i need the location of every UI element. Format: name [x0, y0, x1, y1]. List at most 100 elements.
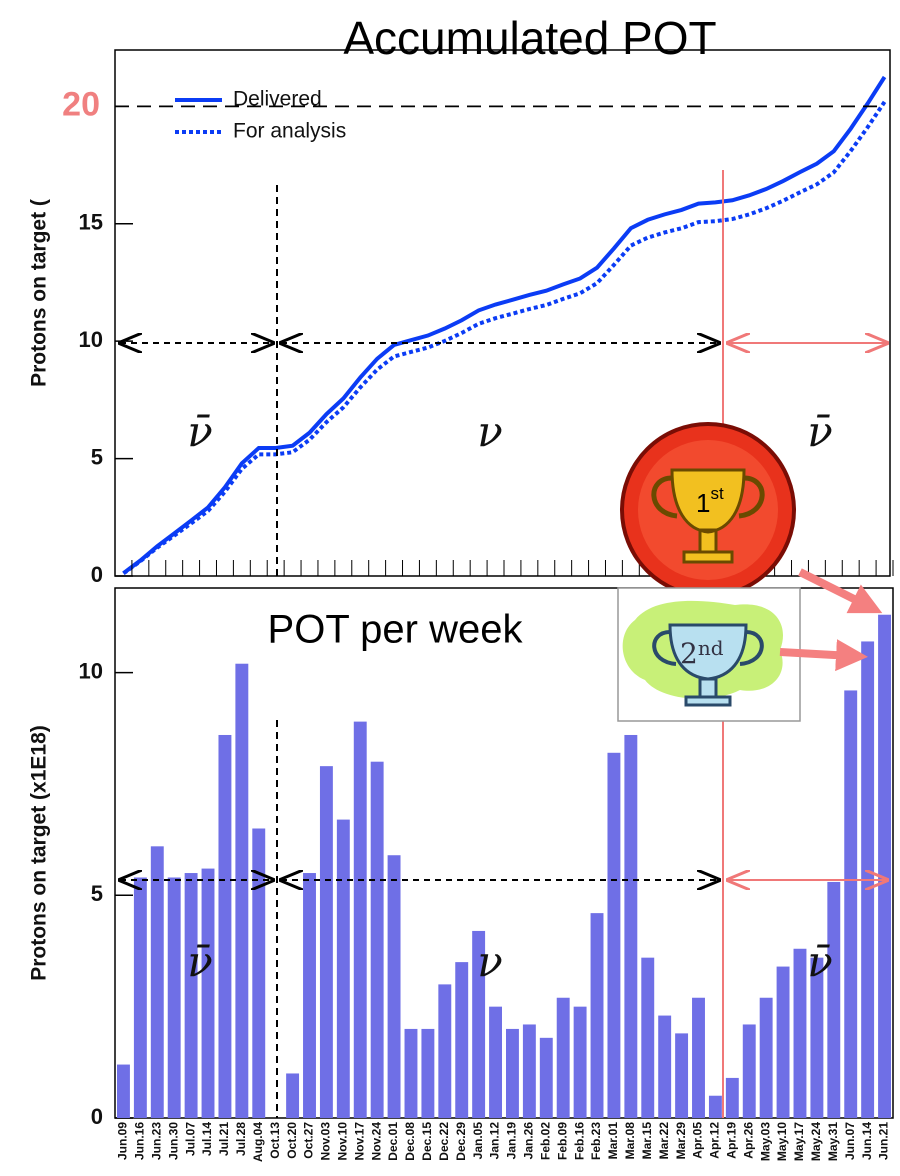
x-tick-label: May.17	[792, 1122, 806, 1161]
bar	[810, 957, 824, 1118]
bar	[353, 721, 367, 1118]
bar	[776, 966, 790, 1118]
x-tick-label: Dec.22	[437, 1122, 451, 1161]
y-tick-label: 5	[91, 444, 103, 469]
award-label: 1st	[696, 484, 724, 517]
y-tick-label: 10	[79, 327, 103, 352]
bar	[286, 1073, 300, 1118]
x-tick-label: Aug.04	[251, 1122, 265, 1162]
y-axis-label: Protons on target (	[28, 199, 51, 387]
x-tick-label: Feb.09	[555, 1122, 569, 1160]
award-number: 2	[680, 637, 698, 670]
y-tick-label: 0	[91, 562, 103, 587]
bar	[827, 881, 841, 1118]
bar	[573, 1006, 587, 1118]
trophy-handle	[652, 630, 764, 666]
bar	[133, 877, 147, 1118]
bar	[235, 663, 249, 1118]
x-tick-label: Nov.10	[335, 1122, 349, 1161]
bar	[201, 868, 215, 1118]
x-tick-label: Dec.29	[454, 1122, 468, 1161]
series-line	[122, 75, 887, 575]
legend-label: For analysis	[233, 120, 346, 143]
x-tick-label: Apr.19	[724, 1122, 738, 1159]
y-tick-label: 15	[79, 210, 103, 235]
bar	[793, 948, 807, 1118]
nu-label: ν̄	[187, 407, 213, 456]
chart-title: Accumulated POT	[343, 12, 716, 64]
trophy	[670, 468, 746, 564]
x-tick-label: Dec.15	[420, 1122, 434, 1161]
award-label: 2nd	[680, 636, 724, 670]
x-tick-label: Jul.14	[200, 1122, 214, 1156]
x-tick-label: Mar.22	[657, 1122, 671, 1160]
bar	[607, 752, 621, 1118]
x-tick-label: Jul.21	[217, 1122, 231, 1156]
x-tick-label: Jun.14	[860, 1122, 874, 1160]
bar	[844, 690, 858, 1118]
x-tick-label: Jan.26	[522, 1122, 536, 1160]
bar	[556, 997, 570, 1118]
bar	[421, 1028, 435, 1118]
bar	[319, 766, 333, 1118]
top-panel: 0 5 10 15 Protons on target (Delivered For an…	[28, 49, 894, 587]
bar	[336, 819, 350, 1118]
chart-title: POT per week	[268, 608, 524, 652]
x-tick-label: Oct.27	[302, 1122, 316, 1159]
plot-frame	[114, 49, 891, 577]
nu-label: ν̄	[187, 937, 213, 986]
bar	[522, 1024, 536, 1118]
nu-label: ν̄	[807, 937, 833, 986]
x-tick-label: May.03	[758, 1122, 772, 1161]
bar	[455, 962, 469, 1118]
x-tick-label: Jan.05	[471, 1122, 485, 1160]
y-tick-label: 10	[79, 658, 103, 683]
bar	[438, 984, 452, 1118]
x-tick-label: May.24	[809, 1122, 823, 1161]
x-tick-label: Apr.26	[741, 1122, 755, 1159]
x-tick-label: Jun.09	[116, 1122, 130, 1160]
bar	[590, 913, 604, 1118]
trophy-handle	[651, 475, 765, 519]
y-tick-label: 0	[91, 1104, 103, 1129]
bar	[150, 846, 164, 1118]
x-tick-label: Jun.07	[843, 1122, 857, 1160]
x-tick-label: Nov.24	[369, 1122, 383, 1161]
pointer-arrow	[779, 639, 868, 672]
x-tick-label: Apr.12	[708, 1122, 722, 1159]
x-tick-label: Dec.08	[403, 1122, 417, 1161]
bar	[725, 1077, 739, 1118]
y-tick-label: 5	[91, 881, 103, 906]
bar	[624, 734, 638, 1118]
x-tick-label: Feb.23	[589, 1122, 603, 1160]
x-tick-label: Feb.16	[572, 1122, 586, 1160]
x-tick-label: Jan.19	[505, 1122, 519, 1160]
y-axis-label: Protons on target (x1E18)	[28, 725, 51, 981]
x-tick-label: Oct.13	[268, 1122, 282, 1159]
nu-label: ν	[477, 407, 503, 456]
bar	[759, 997, 773, 1118]
nu-label: ν̄	[807, 407, 833, 456]
trophy	[668, 623, 748, 707]
bar	[641, 957, 655, 1118]
x-tick-label: Apr.05	[691, 1122, 705, 1159]
x-tick-label: Jul.28	[234, 1122, 248, 1156]
bar	[692, 997, 705, 1118]
bar	[404, 1028, 418, 1118]
bar	[387, 855, 401, 1118]
bar	[658, 1015, 672, 1118]
bar	[506, 1028, 519, 1118]
x-tick-label: Jun.30	[166, 1122, 180, 1160]
x-tick-label: Mar.29	[674, 1122, 688, 1160]
bar	[539, 1037, 553, 1118]
reference-label: 20	[62, 85, 100, 123]
x-tick-label: Jun.16	[133, 1122, 147, 1160]
overlay: Accumulated POT POT per week ν̄ ν ν̄ ν̄ ν ν̄ 1st…	[120, 12, 887, 1118]
bar	[708, 1095, 722, 1118]
bar	[252, 828, 266, 1118]
x-tick-label: Dec.01	[386, 1122, 400, 1161]
x-tick-label: Nov.17	[352, 1122, 366, 1161]
x-tick-label: Mar.01	[606, 1122, 620, 1160]
x-tick-label: Mar.15	[640, 1122, 654, 1160]
